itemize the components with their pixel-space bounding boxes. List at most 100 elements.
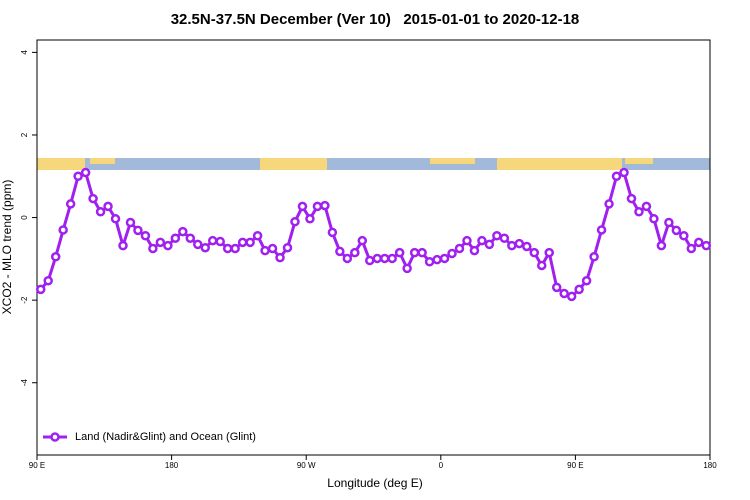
data-point (133, 225, 143, 236)
data-point (320, 200, 330, 211)
data-point (110, 214, 121, 224)
data-point (379, 253, 390, 264)
data-point (634, 207, 644, 217)
land-band (260, 158, 327, 170)
data-point (193, 239, 203, 250)
land-ocean-strip (37, 158, 710, 170)
data-point (80, 167, 91, 178)
data-point (499, 233, 510, 243)
x-tick-label: 90 E (29, 461, 45, 470)
data-point (237, 237, 248, 248)
data-point (387, 253, 397, 264)
data-point (327, 227, 338, 238)
data-point (282, 242, 293, 253)
data-point (656, 240, 667, 251)
legend-marker (50, 432, 60, 442)
data-point (566, 291, 577, 302)
x-tick-label: 180 (703, 461, 717, 470)
data-point (357, 235, 368, 246)
land-band (497, 158, 622, 170)
data-point (252, 230, 263, 241)
data-point (641, 201, 652, 212)
x-tick-label: 90 E (567, 461, 583, 470)
y-tick-label: -4 (20, 379, 29, 387)
data-point (200, 242, 210, 253)
data-point (58, 225, 68, 235)
data-point (125, 217, 136, 228)
x-tick-label: 180 (165, 461, 179, 470)
data-point (207, 235, 218, 246)
data-point (50, 252, 61, 262)
y-tick-label: 4 (20, 50, 29, 55)
data-point (649, 214, 659, 224)
data-point (402, 263, 412, 274)
data-point (88, 193, 98, 204)
data-point (245, 237, 255, 248)
data-point (350, 247, 360, 258)
data-point (222, 243, 233, 254)
data-point (148, 243, 158, 254)
data-point (163, 240, 173, 251)
data-point (290, 216, 300, 227)
data-point (559, 288, 569, 299)
y-axis-label: XCO2 - MLO trend (ppm) (0, 180, 14, 315)
data-point (185, 233, 196, 243)
data-point (589, 252, 599, 262)
x-tick-label: 0 (439, 461, 444, 470)
data-point (394, 247, 405, 258)
data-point (275, 252, 285, 263)
data-point (372, 253, 382, 264)
data-point (454, 243, 465, 254)
data-point (155, 237, 166, 248)
data-point (611, 171, 622, 182)
data-point (664, 217, 674, 228)
data-point (417, 247, 427, 258)
data-point (537, 260, 547, 271)
land-band (430, 158, 475, 164)
data-point (507, 240, 517, 251)
data-point (596, 225, 607, 235)
data-point (679, 230, 689, 241)
data-point (297, 201, 308, 212)
y-tick-label: 0 (20, 215, 29, 220)
data-point (447, 248, 457, 259)
data-point (484, 239, 495, 250)
data-point (686, 243, 697, 254)
data-point (65, 199, 76, 209)
chart-title: 32.5N-37.5N December (Ver 10) 2015-01-01… (171, 11, 580, 28)
data-point (140, 230, 151, 241)
data-point (312, 201, 323, 212)
x-axis-label: Longitude (deg E) (327, 476, 422, 490)
y-tick-label: 2 (20, 132, 29, 137)
land-band (90, 158, 115, 164)
data-point (492, 230, 502, 241)
data-point (215, 236, 225, 247)
data-point (342, 253, 353, 264)
data-point (73, 171, 83, 182)
y-tick-label: -2 (20, 296, 29, 304)
data-point (335, 246, 345, 257)
data-point (551, 282, 562, 293)
data-point (544, 247, 554, 258)
data-point (178, 226, 188, 237)
data-point (694, 237, 704, 248)
data-point (230, 243, 240, 254)
data-point (574, 284, 584, 295)
data-point (701, 240, 712, 251)
data-point (514, 238, 525, 249)
data-point (522, 241, 532, 252)
data-point (462, 235, 472, 246)
data-point (43, 275, 53, 286)
data-point (118, 240, 128, 251)
data-point (170, 233, 181, 243)
data-point (95, 207, 106, 217)
data-point (604, 199, 614, 209)
data-point (432, 254, 442, 265)
data-point (581, 275, 592, 286)
data-point (305, 214, 315, 224)
data-point (619, 167, 629, 178)
legend-label: Land (Nadir&Glint) and Ocean (Glint) (75, 431, 256, 443)
data-point (267, 243, 278, 254)
